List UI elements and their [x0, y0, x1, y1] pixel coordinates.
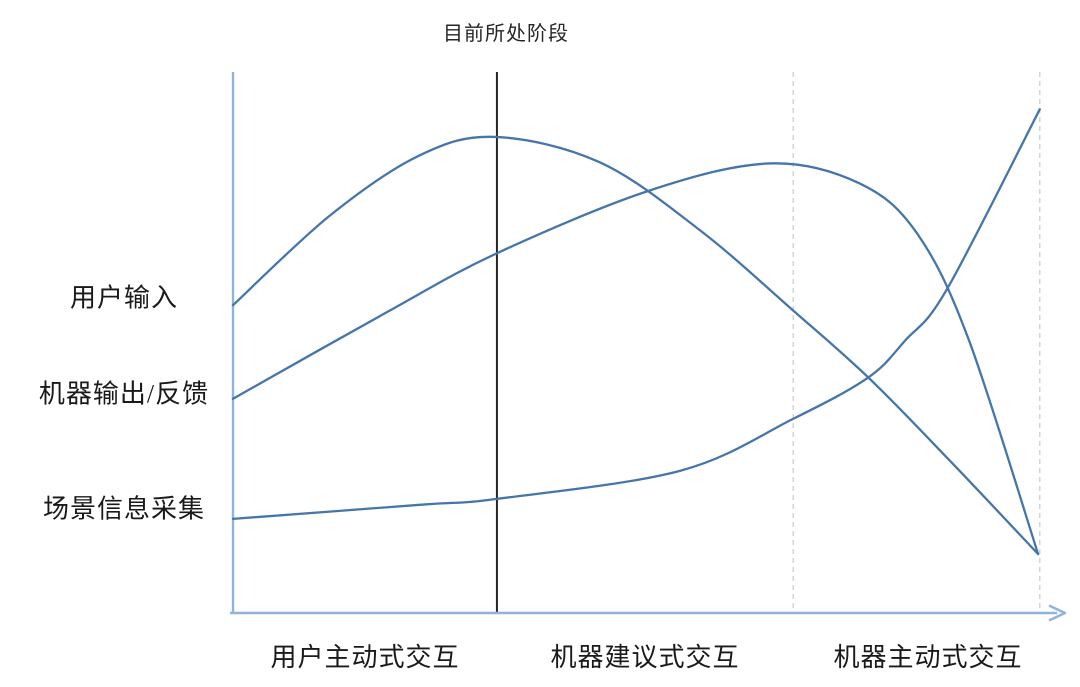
x-label-stage-machine-initiated: 机器主动式交互	[833, 643, 1023, 672]
x-label-stage-user-initiated: 用户主动式交互	[270, 643, 460, 672]
current-stage-annotation: 目前所处阶段	[443, 23, 569, 45]
x-axis-arrow-icon	[1048, 604, 1067, 622]
curve-scene-info-collection	[231, 108, 1041, 521]
y-label-user-input: 用户输入	[69, 283, 178, 313]
x-label-stage-machine-suggested: 机器建议式交互	[550, 643, 740, 672]
curve-user-input	[231, 135, 1040, 556]
y-label-machine-output-feedback: 机器输出/反馈	[38, 379, 210, 409]
y-label-scene-info-collection: 场景信息采集	[42, 494, 205, 524]
curve-machine-output-feedback	[231, 162, 1040, 556]
